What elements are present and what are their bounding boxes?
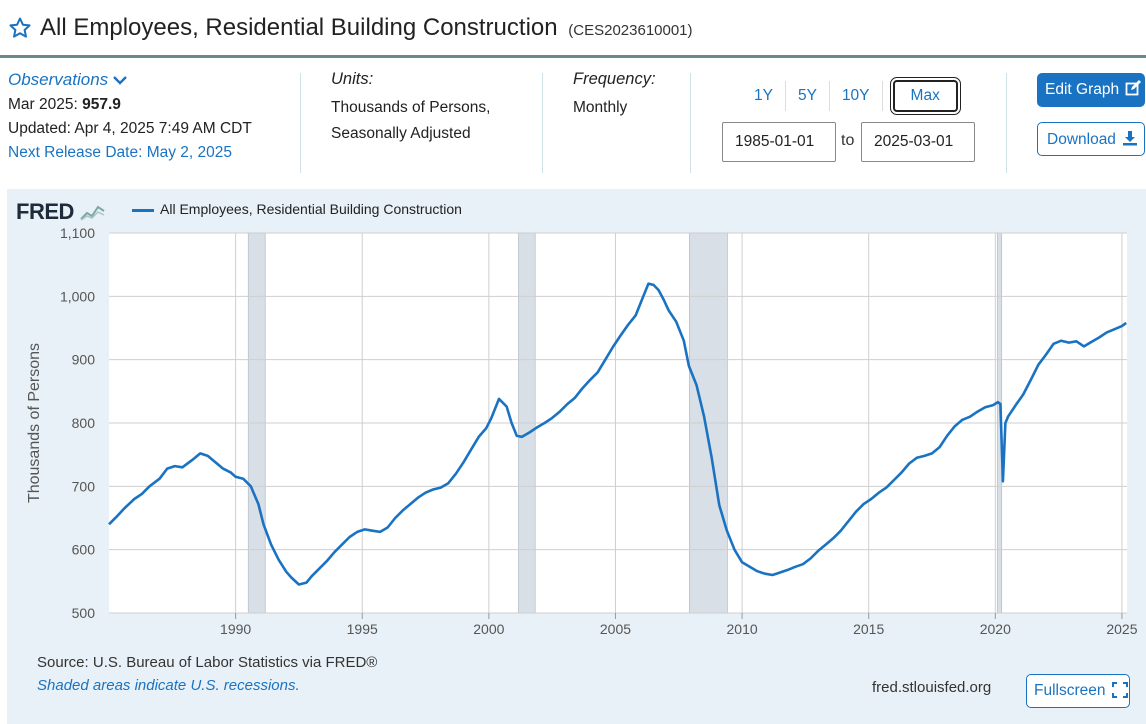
x-tick-label: 2020 — [980, 621, 1011, 637]
divider — [1006, 73, 1007, 173]
download-icon — [1123, 131, 1138, 146]
x-tick-label: 2005 — [600, 621, 631, 637]
start-date-input[interactable] — [722, 122, 836, 162]
range-max-button[interactable]: Max — [889, 77, 961, 115]
units-label: Units: — [331, 70, 374, 88]
y-tick-label: 500 — [72, 605, 96, 621]
y-axis-label: Thousands of Persons — [26, 343, 43, 503]
observations-dropdown[interactable]: Observations — [8, 70, 300, 90]
page-header: All Employees, Residential Building Cons… — [0, 0, 1146, 58]
series-id: (CES2023610001) — [568, 22, 693, 39]
download-button[interactable]: Download — [1037, 122, 1145, 156]
divider — [690, 73, 691, 173]
y-tick-label: 900 — [72, 352, 96, 368]
range-buttons: 1Y 5Y 10Y Max — [742, 77, 961, 115]
star-icon[interactable] — [8, 16, 32, 40]
y-tick-label: 1,000 — [60, 288, 95, 304]
end-date-input[interactable] — [861, 122, 975, 162]
series-title: All Employees, Residential Building Cons… — [40, 14, 558, 41]
units-line-1: Thousands of Persons, — [331, 99, 491, 116]
updated-date: Updated: Apr 4, 2025 7:49 AM CDT — [8, 120, 252, 137]
fred-logo-text: FRED — [16, 199, 74, 224]
frequency-value: Monthly — [573, 99, 628, 116]
fred-url: fred.stlouisfed.org — [872, 679, 992, 696]
legend-swatch — [132, 209, 154, 212]
download-label: Download — [1047, 131, 1116, 148]
divider — [542, 73, 543, 173]
x-tick-label: 1990 — [220, 621, 251, 637]
range-10y-button[interactable]: 10Y — [830, 81, 883, 111]
next-release-link[interactable]: Next Release Date: May 2, 2025 — [8, 144, 233, 161]
units-panel: Units: Thousands of Persons, Seasonally … — [331, 70, 541, 147]
x-tick-label: 1995 — [347, 621, 378, 637]
line-chart: 500 600 700 800 900 1,000 1,100 1990 1995 2000 20… — [26, 225, 1138, 637]
y-tick-label: 1,100 — [60, 225, 95, 241]
source-note: Source: U.S. Bureau of Labor Statistics … — [37, 654, 378, 671]
edit-graph-button[interactable]: Edit Graph — [1037, 73, 1145, 107]
series-line — [108, 282, 1127, 586]
latest-observation: Mar 2025: 957.9 — [8, 96, 300, 114]
x-tick-label: 2025 — [1106, 621, 1137, 637]
edit-graph-label: Edit Graph — [1045, 81, 1120, 98]
chart-logo-icon — [79, 205, 105, 221]
fullscreen-button[interactable]: Fullscreen — [1026, 674, 1130, 708]
chart-panel: FRED All Employees, Residential Building… — [7, 189, 1146, 724]
page-title: All Employees, Residential Building Cons… — [40, 14, 693, 42]
frequency-label: Frequency: — [573, 70, 656, 88]
series-group — [108, 282, 1127, 586]
x-tick-label: 2015 — [853, 621, 884, 637]
divider — [300, 73, 301, 173]
units-line-2: Seasonally Adjusted — [331, 125, 471, 142]
units-value: Thousands of Persons, Seasonally Adjuste… — [331, 95, 541, 147]
y-tick-label: 700 — [72, 478, 96, 494]
range-5y-button[interactable]: 5Y — [786, 81, 830, 111]
edit-icon — [1126, 80, 1142, 96]
range-1y-button[interactable]: 1Y — [742, 81, 786, 111]
observations-label[interactable]: Observations — [8, 70, 109, 89]
x-tick-label: 2010 — [727, 621, 758, 637]
fullscreen-label: Fullscreen — [1034, 682, 1106, 699]
x-axis-ticks: 1990 1995 2000 2005 2010 2015 2020 2025 — [220, 613, 1138, 637]
x-tick-label: 2000 — [473, 621, 504, 637]
fullscreen-icon — [1111, 682, 1128, 698]
observations-panel: Observations Mar 2025: 957.9 Updated: Ap… — [8, 70, 300, 162]
y-tick-label: 600 — [72, 542, 96, 558]
y-axis-ticks: 500 600 700 800 900 1,000 1,100 — [60, 225, 95, 621]
y-tick-label: 800 — [72, 415, 96, 431]
recession-note: Shaded areas indicate U.S. recessions. — [37, 677, 300, 694]
gridlines — [109, 232, 1127, 614]
obs-value: 957.9 — [82, 96, 121, 113]
chevron-down-icon — [113, 76, 128, 85]
legend-label: All Employees, Residential Building Cons… — [160, 201, 462, 217]
obs-date: Mar 2025: — [8, 96, 78, 113]
frequency-panel: Frequency: Monthly — [573, 70, 693, 121]
to-label: to — [841, 132, 855, 149]
fred-logo: FRED — [16, 199, 106, 225]
